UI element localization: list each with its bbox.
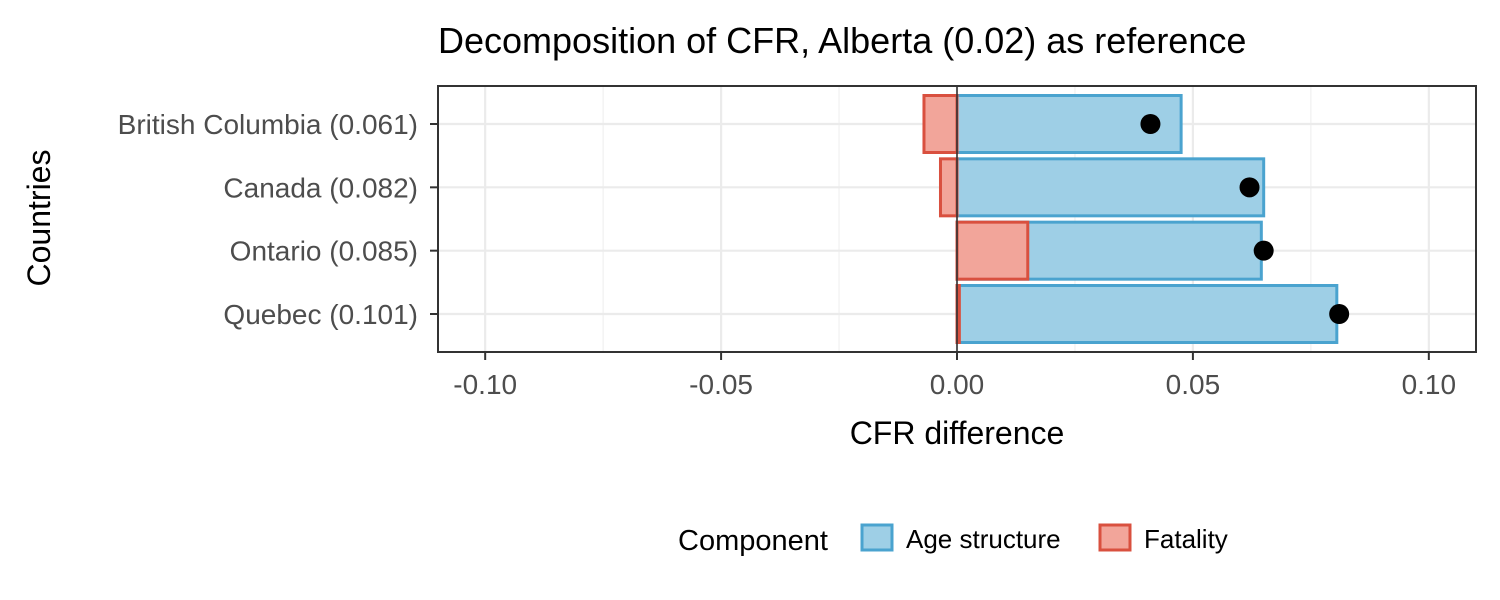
total-point [1329,304,1350,324]
total-point [1253,240,1274,261]
total-points [1140,114,1350,324]
y-axis-title: Countries [21,150,57,287]
total-point [1239,177,1260,198]
bar-fatality [955,220,1030,281]
y-tick-label: Quebec (0.101) [223,299,418,330]
total-point [1140,114,1161,134]
plot-panel [437,85,1477,353]
x-tick-label: 0.10 [1402,369,1457,400]
bar-fatality [922,94,959,154]
x-tick-label: 0.00 [930,369,985,400]
legend-title: Component [678,525,828,557]
x-axis: -0.10 -0.05 0.00 0.05 0.10 [453,352,1456,400]
y-axis: British Columbia (0.061) Canada (0.082) On… [118,109,438,330]
x-tick-label: -0.10 [453,369,517,400]
bar-age-structure [955,157,1266,218]
chart-title: Decomposition of CFR, Alberta (0.02) as … [438,20,1246,61]
bar-fatality [938,157,959,218]
bars [922,94,1339,344]
legend-label-fatality: Fatality [1144,524,1228,554]
y-tick-label: Ontario (0.085) [230,236,418,267]
x-axis-title: CFR difference [850,415,1065,451]
legend: Component Age structure Fatality [678,523,1228,557]
x-tick-label: 0.05 [1166,369,1221,400]
legend-label-age-structure: Age structure [906,524,1061,554]
x-tick-label: -0.05 [689,369,753,400]
y-tick-label: British Columbia (0.061) [118,109,418,140]
legend-key-age-structure [860,523,894,552]
bar-age-structure [955,284,1339,344]
legend-key-fatality [1098,523,1132,552]
y-tick-label: Canada (0.082) [223,172,418,203]
